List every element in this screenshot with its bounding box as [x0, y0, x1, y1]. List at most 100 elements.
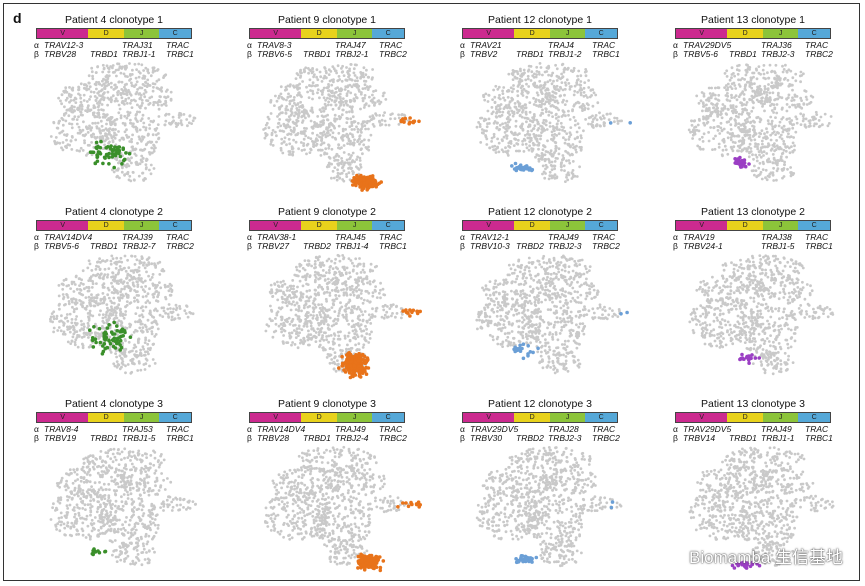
- background-cell: [338, 117, 342, 121]
- background-cell: [185, 118, 189, 121]
- background-cell: [335, 178, 339, 182]
- background-cell: [753, 173, 756, 177]
- background-cell: [286, 286, 289, 289]
- background-cell: [101, 301, 104, 305]
- background-cell: [169, 90, 173, 94]
- clonotype-cell: [121, 334, 125, 338]
- background-cell: [146, 342, 150, 346]
- background-cell: [123, 338, 127, 341]
- clonotype-cell: [359, 182, 363, 187]
- background-cell: [119, 280, 123, 284]
- background-cell: [145, 328, 149, 331]
- background-cell: [73, 343, 77, 347]
- background-cell: [718, 132, 722, 135]
- background-cell: [119, 114, 123, 117]
- background-cell: [478, 123, 482, 126]
- background-cell: [764, 99, 767, 103]
- background-cell: [578, 140, 582, 144]
- background-cell: [534, 155, 537, 159]
- background-cell: [141, 281, 145, 284]
- background-cell: [737, 112, 741, 116]
- background-cell: [78, 131, 82, 135]
- background-cell: [119, 92, 122, 95]
- background-cell: [579, 134, 583, 137]
- background-cell: [747, 155, 751, 159]
- background-cell: [757, 173, 761, 177]
- background-cell: [741, 136, 745, 140]
- background-cell: [752, 89, 756, 93]
- background-cell: [83, 83, 86, 86]
- background-cell: [488, 146, 492, 150]
- background-cell: [505, 117, 509, 121]
- background-cell: [782, 78, 786, 81]
- background-cell: [184, 312, 188, 315]
- background-cell: [746, 133, 750, 137]
- background-cell: [765, 152, 769, 155]
- background-cell: [790, 99, 794, 102]
- background-cell: [812, 118, 815, 122]
- background-cell: [316, 271, 320, 275]
- background-cell: [115, 305, 119, 309]
- background-cell: [269, 283, 273, 287]
- background-cell: [555, 125, 559, 129]
- background-cell: [118, 265, 122, 268]
- background-cell: [770, 81, 774, 84]
- background-cell: [776, 146, 780, 149]
- background-cell: [120, 96, 124, 100]
- background-cell: [107, 296, 111, 300]
- background-cell: [77, 88, 80, 92]
- background-cell: [147, 339, 151, 342]
- background-cell: [164, 101, 168, 104]
- background-cell: [580, 107, 584, 110]
- background-cell: [152, 119, 156, 123]
- background-cell: [60, 314, 63, 318]
- background-cell: [732, 107, 735, 110]
- background-cell: [755, 143, 758, 146]
- background-cell: [565, 173, 569, 177]
- gene-name: TRAC: [166, 40, 190, 50]
- background-cell: [778, 135, 782, 139]
- background-cell: [287, 92, 290, 96]
- background-cell: [91, 74, 94, 78]
- background-cell: [136, 369, 140, 372]
- background-cell: [153, 127, 157, 131]
- background-cell: [545, 97, 549, 101]
- background-cell: [372, 90, 375, 93]
- background-cell: [114, 349, 118, 352]
- background-cell: [140, 322, 144, 326]
- background-cell: [327, 68, 331, 72]
- background-cell: [109, 81, 113, 85]
- background-cell: [97, 302, 101, 306]
- background-cell: [369, 268, 372, 272]
- clonotype-cell: [128, 335, 133, 339]
- background-cell: [289, 132, 293, 136]
- clonotype-cell: [525, 165, 529, 169]
- background-cell: [345, 66, 348, 69]
- background-cell: [326, 85, 330, 89]
- umap-scatter: [49, 62, 197, 183]
- background-cell: [724, 148, 728, 152]
- background-cell: [164, 90, 168, 93]
- background-cell: [561, 88, 565, 92]
- background-cell: [508, 100, 512, 104]
- background-cell: [110, 281, 113, 285]
- background-cell: [526, 130, 530, 133]
- background-cell: [553, 96, 557, 99]
- background-cell: [269, 99, 273, 102]
- background-cell: [714, 86, 717, 90]
- gene-name: TRAC: [379, 232, 403, 242]
- background-cell: [538, 62, 542, 65]
- background-cell: [548, 125, 552, 128]
- background-cell: [546, 88, 550, 92]
- background-cell: [135, 80, 139, 84]
- background-cell: [319, 75, 323, 79]
- background-cell: [554, 149, 558, 153]
- background-cell: [91, 282, 95, 286]
- background-cell: [520, 125, 524, 128]
- background-cell: [342, 291, 346, 295]
- background-cell: [142, 69, 145, 72]
- background-cell: [368, 85, 372, 88]
- background-cell: [344, 281, 347, 285]
- background-cell: [530, 70, 534, 74]
- background-cell: [106, 90, 110, 94]
